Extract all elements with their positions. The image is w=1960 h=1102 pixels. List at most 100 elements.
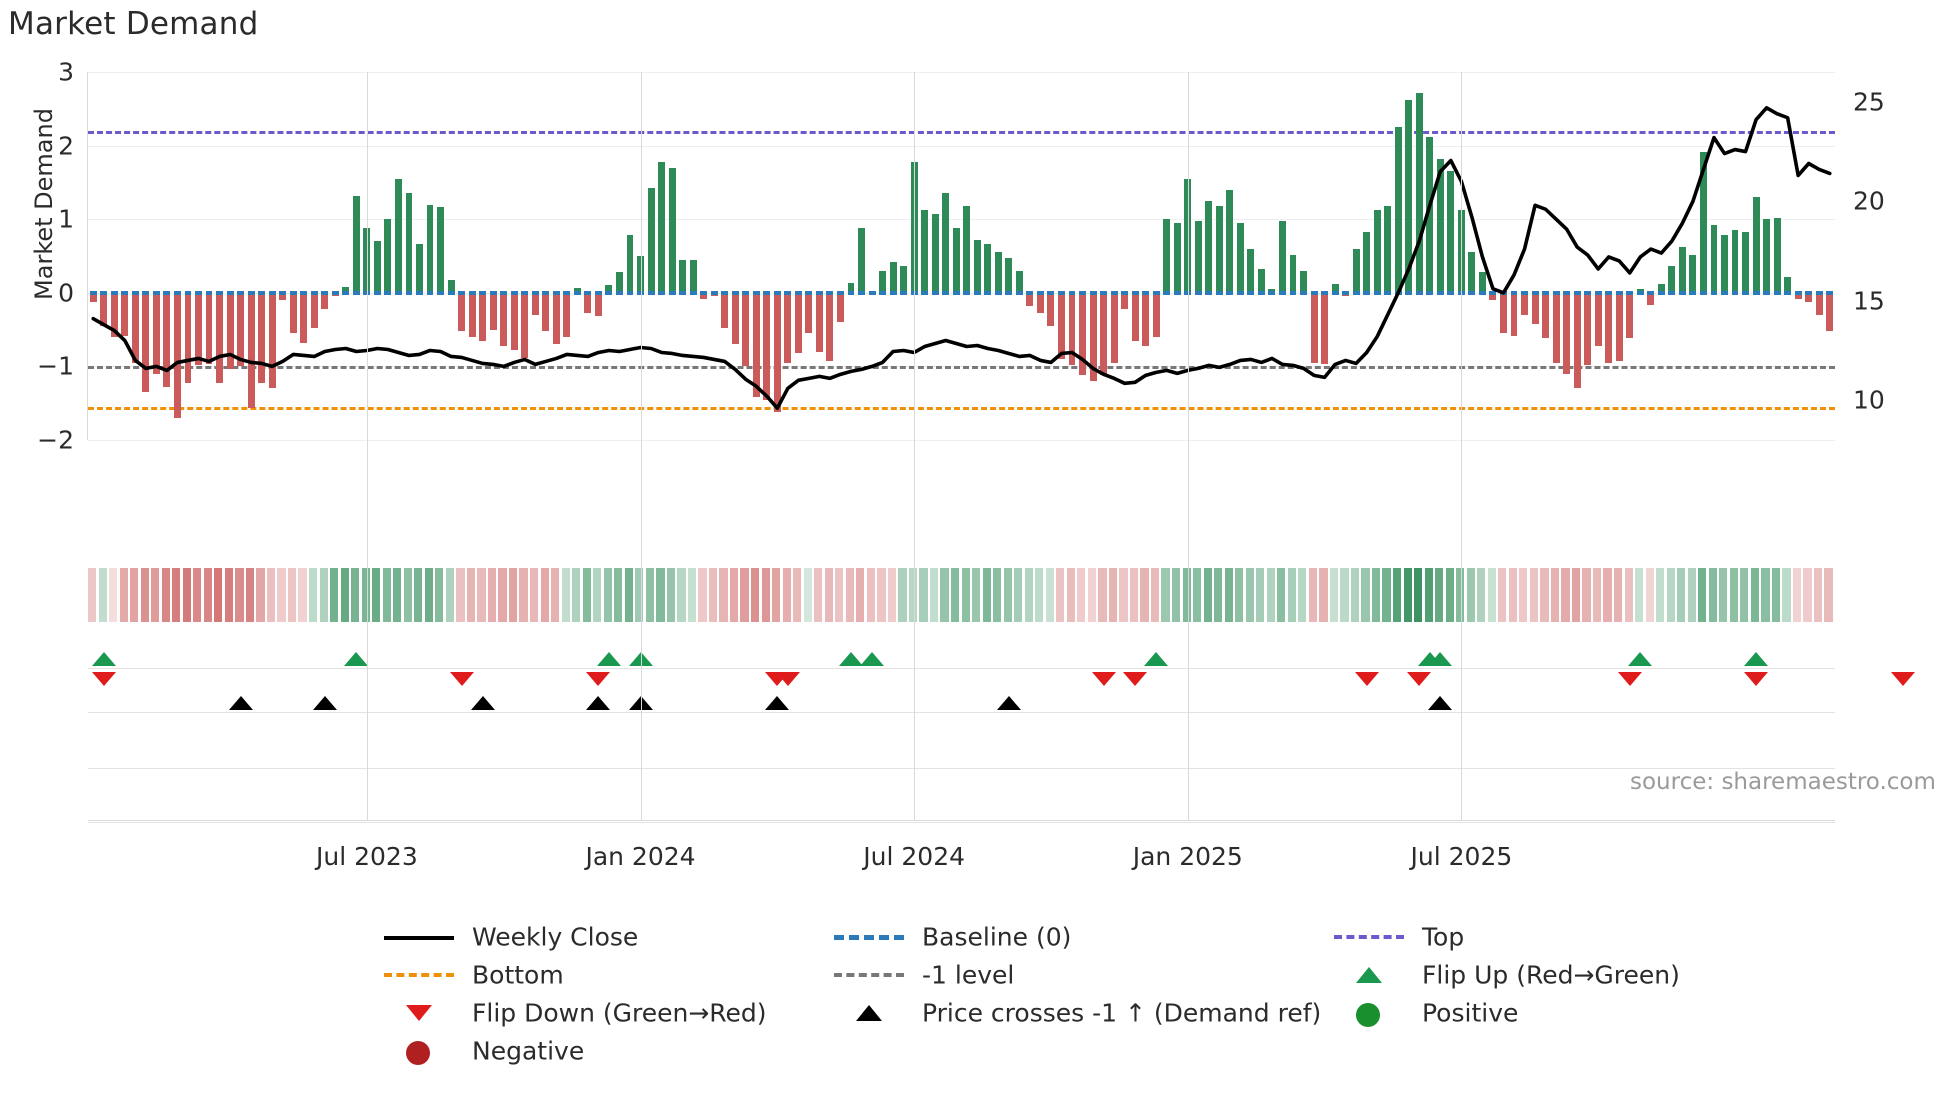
demand-bar [773, 292, 781, 413]
heatmap-cell [972, 568, 981, 622]
heatmap-cell [119, 568, 128, 622]
heatmap-cell [1708, 568, 1717, 622]
demand-bar [373, 241, 381, 293]
heatmap-cell [1445, 568, 1454, 622]
baseline-cap [1584, 290, 1592, 295]
heatmap-cell [235, 568, 244, 622]
demand-bar [942, 193, 950, 293]
demand-bar [542, 292, 550, 332]
demand-bar [1310, 292, 1318, 364]
baseline-cap [1542, 290, 1550, 295]
weekly-close-line [91, 106, 1832, 410]
circle-glyph [1356, 1003, 1380, 1027]
baseline-cap [921, 290, 929, 295]
heatmap-cell [340, 568, 349, 622]
heatmap-cell [1424, 568, 1433, 622]
baseline-cap [1300, 290, 1307, 295]
baseline-cap [237, 290, 245, 295]
flip-up-marker [1428, 652, 1453, 666]
demand-bar [1457, 210, 1465, 293]
demand-bar [1584, 292, 1592, 365]
heatmap-cell [1740, 568, 1749, 622]
heatmap-cell [1487, 568, 1496, 622]
demand-bar [879, 270, 887, 293]
demand-bar [1026, 292, 1034, 307]
demand-bar [1752, 197, 1760, 293]
heatmap-cell [551, 568, 560, 622]
baseline-cap [1826, 290, 1834, 295]
baseline-cap [647, 290, 655, 295]
demand-bar [647, 188, 655, 293]
signal-marker-panel [88, 640, 1916, 823]
baseline-cap [1268, 290, 1276, 295]
circle-glyph [406, 1041, 430, 1065]
baseline-cap [131, 290, 139, 295]
demand-bar [1500, 292, 1507, 334]
dashed-line-glyph [1334, 935, 1404, 939]
page-title: Market Demand [8, 6, 259, 42]
heatmap-cell [161, 568, 170, 622]
triangle-down-icon [380, 996, 458, 1030]
heatmap-cell [1519, 568, 1528, 622]
heatmap-cell [1592, 568, 1602, 622]
baseline-cap [805, 290, 813, 295]
heatmap-cell [908, 568, 918, 622]
heatmap-cell [1150, 568, 1160, 622]
baseline-cap [1026, 290, 1034, 295]
baseline-cap [1121, 290, 1129, 295]
demand-bar [468, 292, 476, 337]
heatmap-cell [1140, 568, 1149, 622]
marker-row-rule [88, 712, 1835, 713]
price-cross-marker [228, 696, 253, 710]
heatmap-cell [445, 568, 455, 622]
demand-bar [889, 261, 897, 293]
demand-bar [794, 292, 802, 354]
baseline-cap [900, 290, 908, 295]
heatmap-cell [1750, 568, 1759, 622]
heatmap-cell [140, 568, 149, 622]
demand-bar [1805, 292, 1813, 302]
demand-bar [1773, 217, 1781, 293]
demand-bar [1489, 292, 1497, 301]
flip-up-marker [1744, 652, 1769, 666]
baseline-cap [1647, 290, 1655, 295]
demand-bar [1552, 292, 1560, 363]
heatmap-cell [477, 568, 486, 622]
heatmap-cell [1193, 568, 1202, 622]
baseline-cap [384, 290, 392, 295]
heatmap-cell [1624, 568, 1633, 622]
demand-bar [426, 204, 434, 293]
heatmap-cell [1635, 568, 1644, 622]
marker-row-rule [88, 668, 1835, 669]
demand-bar [679, 259, 687, 293]
baseline-cap [1678, 290, 1686, 295]
baseline-cap [1089, 290, 1097, 295]
demand-bar [173, 292, 181, 418]
baseline-cap [1279, 290, 1286, 295]
baseline-cap [963, 290, 971, 295]
heatmap-cell [330, 568, 339, 622]
heatmap-cell [1129, 568, 1139, 622]
demand-bar [1363, 232, 1371, 293]
baseline-cap [584, 290, 592, 295]
baseline-cap [1131, 290, 1139, 295]
demand-bar [1247, 248, 1255, 293]
baseline-cap [195, 290, 202, 295]
baseline-cap [1752, 290, 1760, 295]
heatmap-cell [1698, 568, 1707, 622]
baseline-cap [1173, 290, 1181, 295]
demand-bar [1689, 254, 1697, 293]
heatmap-cell [193, 568, 202, 622]
demand-bar [1405, 99, 1413, 293]
demand-bar [1521, 292, 1528, 315]
demand-bar [1794, 292, 1802, 299]
heatmap-cell [372, 568, 381, 622]
baseline-cap [573, 290, 581, 295]
demand-bar [1815, 292, 1823, 315]
heatmap-cell [866, 568, 875, 622]
baseline-cap [868, 290, 876, 295]
demand-bar [1236, 222, 1244, 293]
heatmap-cell [1403, 568, 1412, 622]
baseline-cap [794, 290, 802, 295]
baseline-cap [836, 290, 844, 295]
